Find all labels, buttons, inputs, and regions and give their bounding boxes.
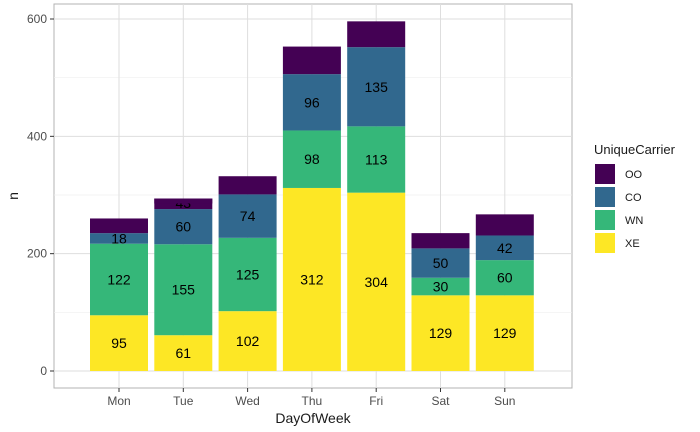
bar-segment-xe-sun — [475, 295, 534, 371]
value-label-xe-tue: 61 — [176, 345, 192, 361]
value-label-co-fri: 135 — [365, 79, 389, 95]
value-label-co-sat: 50 — [433, 255, 449, 271]
legend-label-wn: WN — [625, 215, 643, 227]
x-axis: Mon Tue Wed Thu Fri Sat Sun — [107, 388, 515, 408]
value-label-xe-sat: 129 — [429, 325, 453, 341]
value-label-xe-thu: 312 — [300, 271, 324, 287]
legend-label-oo: OO — [625, 169, 643, 181]
value-label-xe-wed: 102 — [236, 333, 260, 349]
legend-title: UniqueCarrier — [594, 142, 676, 157]
value-label-xe-mon: 95 — [111, 335, 127, 351]
value-label-co-sun: 42 — [497, 240, 513, 256]
value-label-wn-sat: 30 — [433, 279, 449, 295]
y-tick-label: 600 — [27, 12, 47, 26]
bar-segment-wn-sun — [475, 260, 534, 296]
bar-segment-co-tue — [154, 209, 213, 245]
legend-swatch-co — [595, 187, 615, 207]
bar-segment-co-mon — [90, 233, 148, 244]
bar-segment-oo-sat — [411, 233, 470, 249]
bar-segment-wn-mon — [90, 243, 148, 316]
x-tick-label-tue: Tue — [173, 394, 194, 408]
bar-segment-oo-thu — [282, 46, 341, 75]
value-label-co-tue: 60 — [176, 219, 192, 235]
y-tick-label: 400 — [27, 129, 47, 143]
value-label-xe-fri: 304 — [365, 274, 389, 290]
bar-segment-xe-thu — [282, 187, 341, 371]
value-label-wn-tue: 155 — [172, 282, 196, 298]
value-label-wn-mon: 122 — [107, 271, 131, 287]
y-tick-label: 200 — [27, 247, 47, 261]
value-label-wn-fri: 113 — [365, 152, 388, 168]
bar-segment-cap-tue — [154, 198, 213, 204]
value-label-wn-thu: 98 — [304, 151, 320, 167]
bar-segment-xe-sat — [411, 295, 470, 371]
bar-segment-wn-fri — [347, 126, 406, 193]
bar-segment-xe-tue — [154, 335, 213, 371]
bar-segment-co-sun — [475, 235, 534, 261]
bar-segment-wn-thu — [282, 130, 341, 188]
bar-segment-co-wed — [218, 194, 277, 238]
x-tick-label-mon: Mon — [107, 394, 130, 408]
bar-segment-wn-tue — [154, 244, 213, 336]
legend-swatch-wn — [595, 210, 615, 230]
legend-label-co: CO — [625, 192, 642, 204]
value-label-wn-wed: 125 — [236, 266, 260, 282]
bar-segment-wn-wed — [218, 237, 277, 312]
bar-segment-co-sat — [411, 248, 470, 278]
bar-segment-co-thu — [282, 74, 341, 131]
x-tick-label-fri: Fri — [369, 394, 383, 408]
x-axis-title: DayOfWeek — [275, 410, 351, 426]
bar-segment-xe-mon — [90, 315, 148, 371]
bar-segment-oo-fri — [347, 21, 406, 48]
legend-label-xe: XE — [625, 238, 640, 250]
bar-segment-oo-sun — [475, 214, 534, 236]
legend-swatch-oo — [595, 164, 615, 184]
bar-segment-co-fri — [347, 47, 406, 127]
y-axis: 0 200 400 600 — [27, 12, 54, 378]
y-tick-label: 0 — [40, 364, 47, 378]
value-label-wn-sun: 60 — [497, 270, 513, 286]
bar-segment-wn-sat — [411, 277, 470, 296]
bars — [90, 21, 534, 371]
value-label-co-thu: 96 — [304, 94, 320, 110]
bar-segment-oo-tue — [154, 198, 213, 210]
x-tick-label-sun: Sun — [494, 394, 515, 408]
bar-segment-oo-mon — [90, 218, 148, 234]
value-label-co-wed: 74 — [240, 208, 256, 224]
bar-segment-xe-fri — [347, 192, 406, 371]
value-label-co-mon: 18 — [111, 230, 127, 246]
x-tick-label-thu: Thu — [302, 394, 323, 408]
value-label-xe-sun: 129 — [493, 325, 517, 341]
y-axis-title: n — [5, 192, 21, 200]
bar-segment-xe-wed — [218, 311, 277, 371]
legend-swatch-xe — [595, 233, 615, 253]
legend: UniqueCarrier OO CO WN XE — [594, 142, 676, 253]
x-tick-label-sat: Sat — [431, 394, 450, 408]
segment-labels: 95 122 18 61 155 60 102 125 74 312 98 96 304 113 135 12… — [107, 79, 516, 361]
x-tick-label-wed: Wed — [235, 394, 259, 408]
bar-segment-oo-wed — [218, 176, 277, 195]
